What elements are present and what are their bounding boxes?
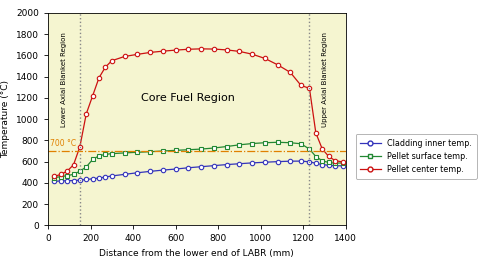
- Legend: Cladding inner temp., Pellet surface temp., Pellet center temp.: Cladding inner temp., Pellet surface tem…: [356, 134, 477, 178]
- Text: Upper Axial Blanket Region: Upper Axial Blanket Region: [323, 32, 328, 127]
- Y-axis label: Temperature (°C): Temperature (°C): [1, 80, 11, 158]
- Text: 700 °C: 700 °C: [50, 139, 76, 148]
- Text: Core Fuel Region: Core Fuel Region: [141, 93, 235, 103]
- Text: Lower Axial Blanket Region: Lower Axial Blanket Region: [61, 32, 67, 127]
- X-axis label: Distance from the lower end of LABR (mm): Distance from the lower end of LABR (mm): [99, 249, 294, 258]
